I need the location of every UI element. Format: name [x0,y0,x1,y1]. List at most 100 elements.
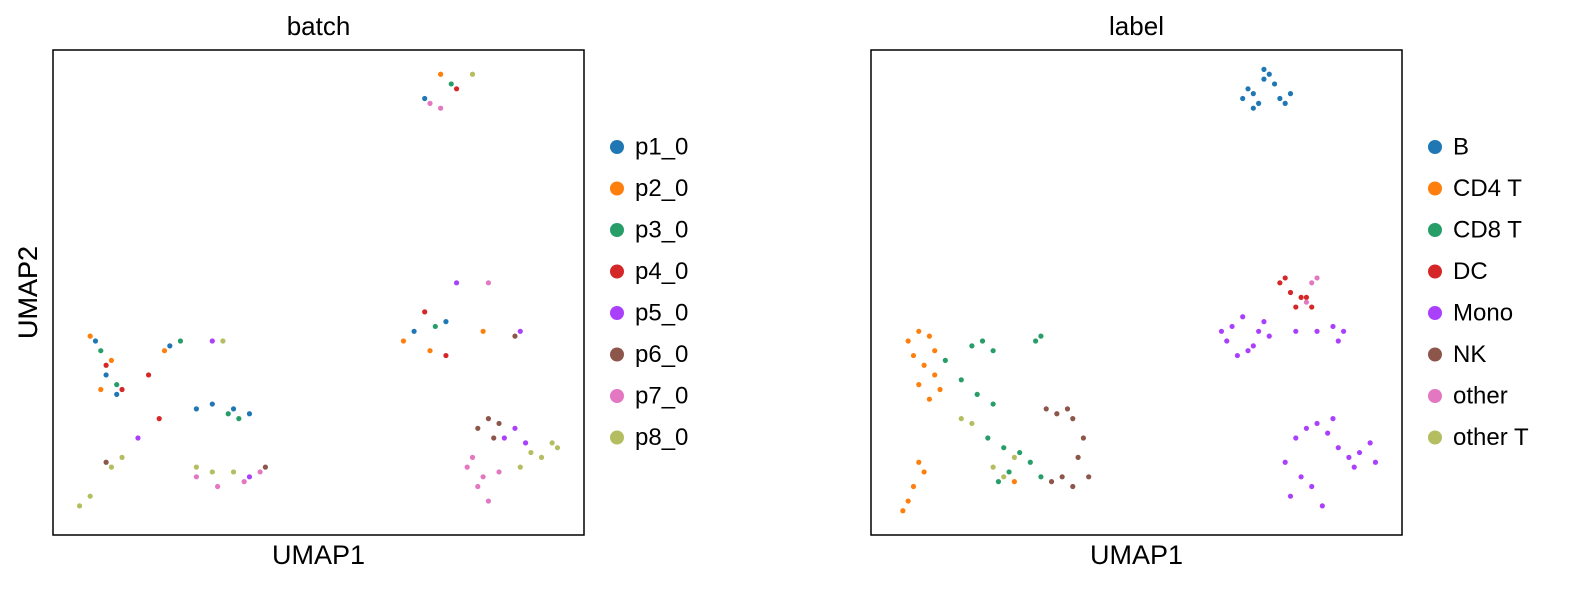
point [969,420,975,427]
point [985,435,991,441]
point [1314,328,1320,334]
legend-label: p1_0 [635,133,688,160]
point [108,357,115,363]
point [103,362,109,368]
point [209,338,215,344]
point [1293,435,1299,441]
point [1277,95,1283,102]
point [193,406,199,412]
point [114,382,120,388]
point [1282,459,1288,465]
point [87,333,93,339]
point [538,454,545,460]
point [1054,411,1060,417]
point [942,357,948,363]
point [427,100,433,106]
point [496,420,502,427]
point [512,425,518,431]
point [177,338,184,344]
point [76,503,83,509]
point [1314,275,1320,281]
point [193,474,199,480]
point [995,479,1002,485]
legend-label: p7_0 [635,382,688,409]
legend-marker [610,264,624,279]
point [161,348,168,354]
point [438,105,444,111]
point [87,493,93,499]
point [1266,71,1272,77]
point [246,474,253,480]
point [1330,323,1336,330]
legend-marker [1428,140,1442,154]
legend-marker [1428,430,1442,445]
point [926,333,933,339]
point [1287,289,1294,296]
point [1256,328,1262,334]
point [1043,406,1049,412]
point [1038,333,1044,339]
point [1303,425,1310,431]
point [236,416,242,422]
legend-label: p3_0 [635,216,688,243]
point [1277,280,1283,286]
point [1282,275,1288,281]
point [230,406,237,412]
point [1298,294,1304,300]
point [1250,105,1256,111]
point [1011,479,1017,485]
point [1261,319,1267,325]
point [1256,100,1262,106]
legend-label: p4_0 [635,258,688,285]
point [1346,454,1352,460]
legend-label: other [1453,382,1508,409]
point [1250,91,1256,97]
point [1001,445,1007,451]
point [921,469,927,475]
point [103,372,109,378]
point [1319,503,1325,509]
point [1011,454,1017,460]
point [257,469,263,475]
point [1330,416,1336,422]
point [900,508,906,514]
point [108,464,115,470]
point [932,372,938,378]
legend-label: Mono [1453,299,1513,326]
point [1309,483,1315,490]
plot-frame [870,49,1403,536]
point [1218,328,1225,334]
point [1293,304,1299,310]
point [230,469,237,475]
point [1309,304,1315,310]
legend-marker [1428,389,1442,403]
point [528,449,534,456]
point [1027,459,1033,465]
point [400,338,407,344]
point [422,95,428,102]
point [512,333,518,339]
point [480,328,486,334]
point [1367,440,1373,446]
point [92,338,99,344]
point [1245,86,1251,92]
point [485,280,492,286]
point [475,425,481,431]
point [921,362,927,368]
point [1271,81,1278,87]
point [262,464,268,470]
point [438,71,444,77]
point [1356,449,1363,456]
point [1340,328,1347,334]
point [1266,333,1272,339]
point [958,377,964,383]
point [411,328,417,334]
legend-label: CD8 T [1453,216,1522,243]
point [1261,66,1267,72]
point [990,464,996,470]
point [1070,416,1076,422]
point [501,435,507,441]
point [246,411,253,417]
legend-label: DC [1453,258,1488,285]
legend-marker [1428,223,1442,237]
